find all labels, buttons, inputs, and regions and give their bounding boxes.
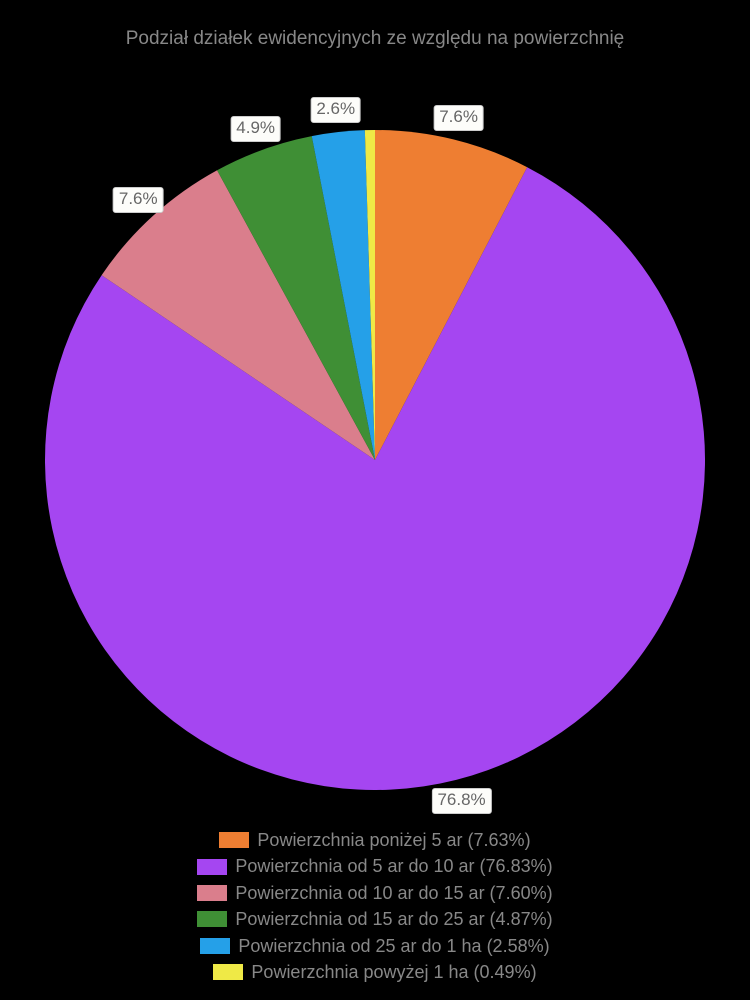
pie-chart: 7.6% 76.8% 7.6% 4.9% 2.6% <box>0 50 750 840</box>
legend-swatch <box>213 964 243 980</box>
slice-label: 7.6% <box>433 105 484 131</box>
slice-label: 7.6% <box>113 187 164 213</box>
legend-label: Powierzchnia od 15 ar do 25 ar (4.87%) <box>235 907 552 931</box>
slice-label: 76.8% <box>431 788 491 814</box>
legend-swatch <box>197 885 227 901</box>
legend-label: Powierzchnia od 25 ar do 1 ha (2.58%) <box>238 934 549 958</box>
legend-swatch <box>197 859 227 875</box>
legend-label: Powierzchnia powyżej 1 ha (0.49%) <box>251 960 536 984</box>
legend-item: Powierzchnia od 10 ar do 15 ar (7.60%) <box>197 881 552 905</box>
legend-swatch <box>197 911 227 927</box>
slice-label: 4.9% <box>230 116 281 142</box>
slice-label: 2.6% <box>310 97 361 123</box>
legend-swatch <box>200 938 230 954</box>
legend-label: Powierzchnia od 10 ar do 15 ar (7.60%) <box>235 881 552 905</box>
pie-svg <box>45 130 705 790</box>
chart-title: Podział działek ewidencyjnych ze względu… <box>0 0 750 50</box>
legend-item: Powierzchnia od 15 ar do 25 ar (4.87%) <box>197 907 552 931</box>
legend-item: Powierzchnia powyżej 1 ha (0.49%) <box>213 960 536 984</box>
legend: Powierzchnia poniżej 5 ar (7.63%)Powierz… <box>0 828 750 987</box>
legend-item: Powierzchnia od 25 ar do 1 ha (2.58%) <box>200 934 549 958</box>
legend-label: Powierzchnia od 5 ar do 10 ar (76.83%) <box>235 854 552 878</box>
legend-item: Powierzchnia od 5 ar do 10 ar (76.83%) <box>197 854 552 878</box>
